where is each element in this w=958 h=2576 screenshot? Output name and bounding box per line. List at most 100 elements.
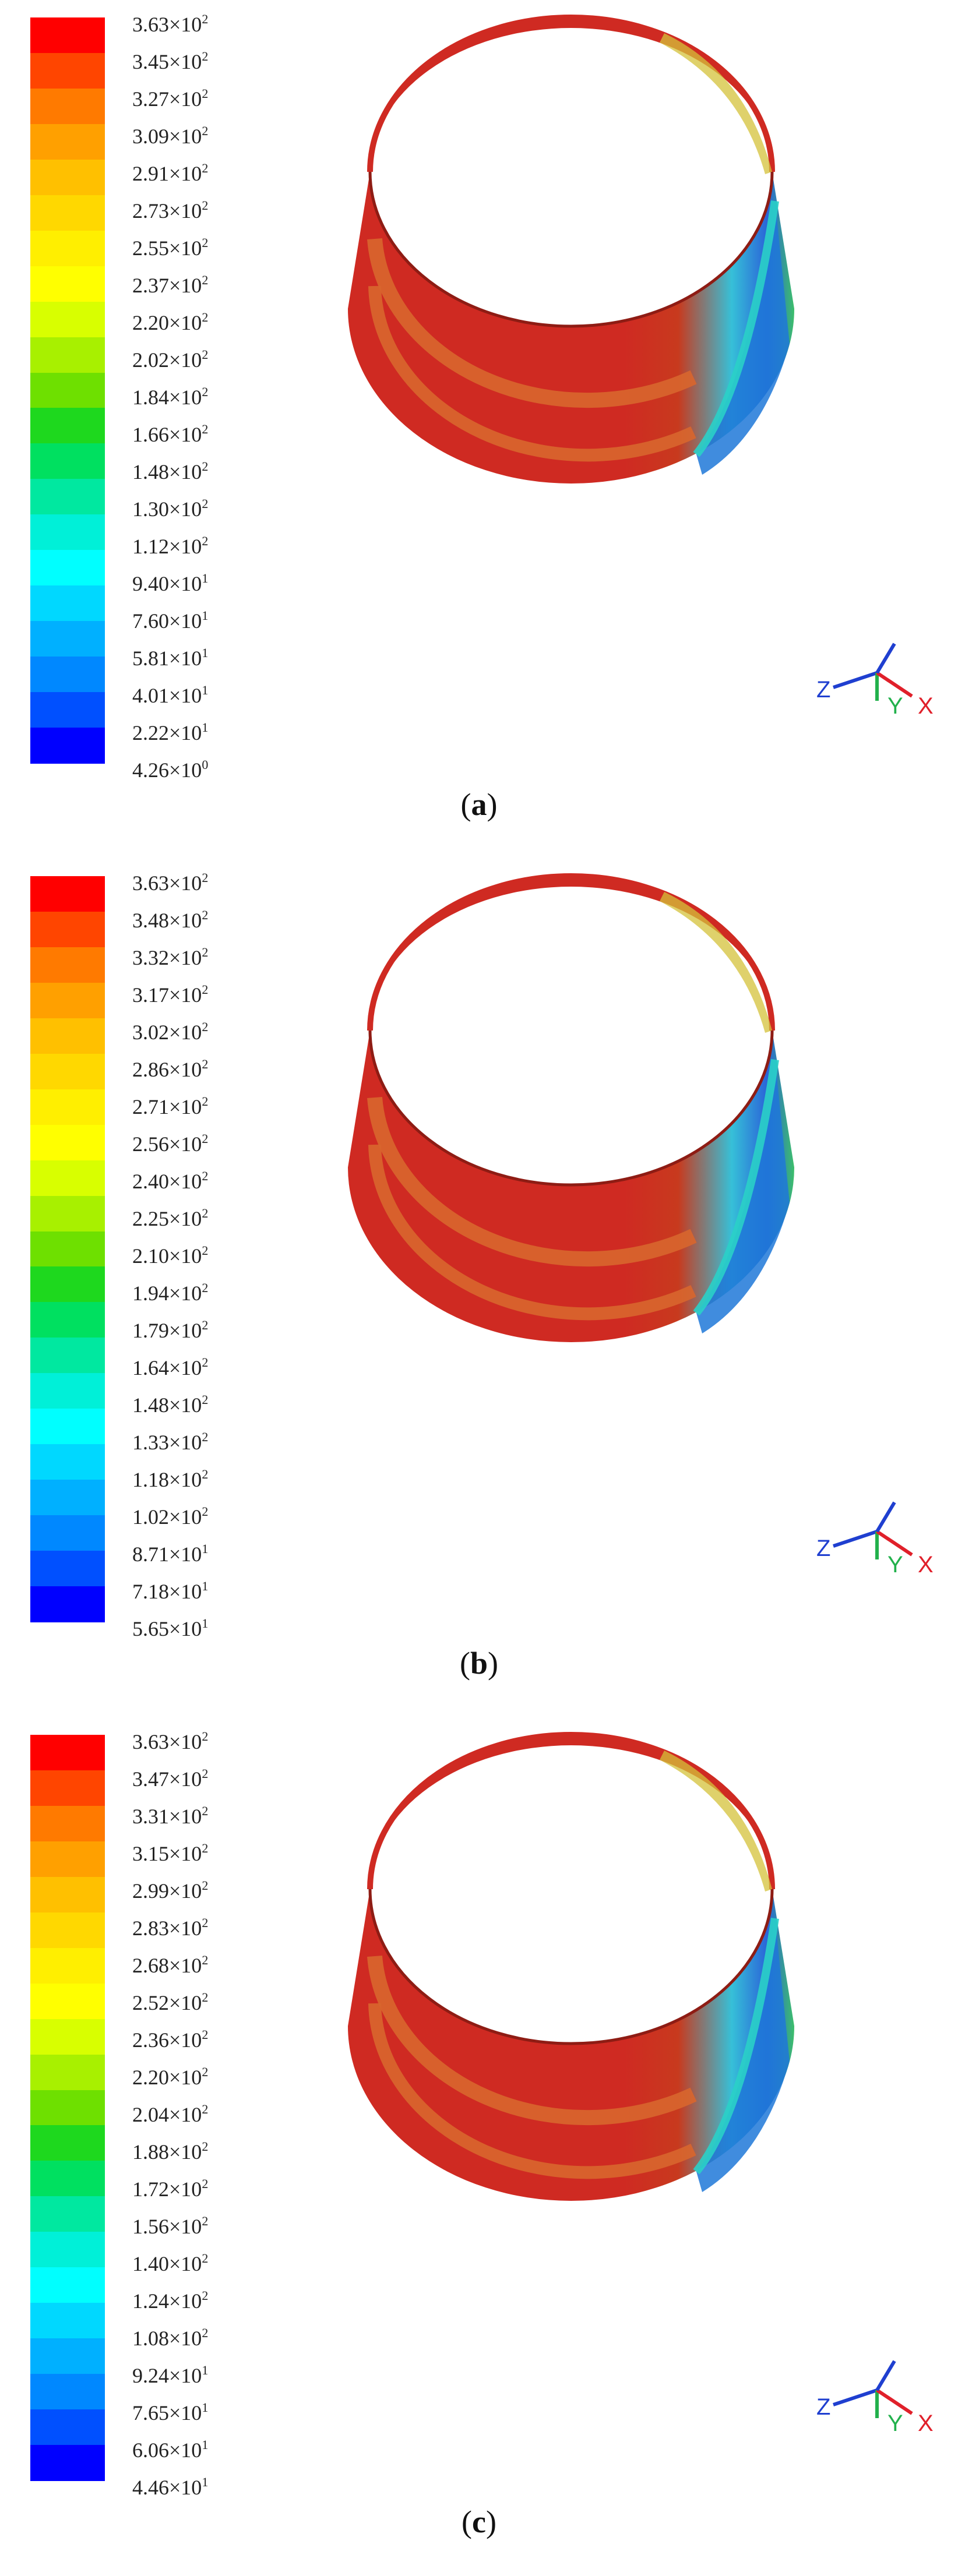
- legend-swatch: [30, 692, 105, 729]
- legend-tick-label: 9.40×101: [132, 571, 209, 595]
- legend-tick-label: 3.63×102: [132, 870, 209, 895]
- axis-label-z: Z: [816, 677, 830, 703]
- legend-swatch: [30, 514, 105, 551]
- legend-tick-label: 1.88×102: [132, 2139, 209, 2164]
- legend-tick-label: 7.60×101: [132, 608, 209, 633]
- legend-swatch: [30, 1409, 105, 1445]
- legend-swatch: [30, 2090, 105, 2126]
- legend-tick-label: 3.45×102: [132, 49, 209, 73]
- axis-label-z: Z: [816, 1536, 830, 1561]
- legend-swatch: [30, 443, 105, 480]
- axis-x-line: [876, 1530, 913, 1557]
- legend-swatch: [30, 1770, 105, 1806]
- legend-swatch: [30, 159, 105, 196]
- legend-tick-label: 3.15×102: [132, 1841, 209, 1865]
- legend-swatch: [30, 2019, 105, 2055]
- legend-tick-label: 1.84×102: [132, 384, 209, 409]
- color-legend: 3.63×102 3.48×102 3.32×102 3.17×102 3.02×102…: [30, 870, 263, 1639]
- legend-swatch: [30, 1735, 105, 1771]
- legend-tick-label: 2.10×102: [132, 1243, 209, 1268]
- ring-stripe: [368, 285, 696, 462]
- legend-swatch: [30, 408, 105, 444]
- legend-tick-label: 1.94×102: [132, 1280, 209, 1305]
- legend-tick-label: 2.68×102: [132, 1953, 209, 1977]
- ring-back-wall: [367, 15, 775, 172]
- ring-front-rim: [368, 1030, 774, 1187]
- axis-z-line: [833, 671, 878, 689]
- legend-swatch: [30, 1805, 105, 1842]
- legend-swatch: [30, 1302, 105, 1339]
- ring-contour-model: [256, 0, 886, 781]
- legend-tick-label: 2.86×102: [132, 1057, 209, 1081]
- legend-tick-label: 1.79×102: [132, 1318, 209, 1342]
- ring-back-wall: [367, 873, 775, 1031]
- legend-swatch: [30, 1841, 105, 1878]
- axis-label-z: Z: [816, 2394, 830, 2420]
- ring-back-streaks: [660, 1751, 772, 1892]
- legend-tick-label: 2.20×102: [132, 2065, 209, 2089]
- legend-swatch: [30, 52, 105, 89]
- legend-swatch: [30, 266, 105, 302]
- axis-x-line: [876, 671, 913, 698]
- axis-label-y: Y: [887, 693, 903, 719]
- ring-cold-zone-edge: [693, 1917, 779, 2175]
- legend-tick-label: 2.83×102: [132, 1915, 209, 1940]
- legend-swatch: [30, 301, 105, 338]
- legend-swatch: [30, 1338, 105, 1374]
- axis-up-line: [875, 2360, 896, 2391]
- legend-swatch: [30, 1947, 105, 1984]
- legend-swatch: [30, 1089, 105, 1125]
- legend-tick-label: 1.33×102: [132, 1430, 209, 1454]
- ring-contour-model: [256, 859, 886, 1639]
- legend-swatch: [30, 1195, 105, 1232]
- ring-back-surface: [370, 17, 772, 172]
- panel-caption: (b): [459, 1646, 498, 1681]
- legend-swatch: [30, 2445, 105, 2481]
- legend-tick-label: 2.25×102: [132, 1206, 209, 1230]
- legend-tick-label: 1.08×102: [132, 2326, 209, 2350]
- axis-label-x: X: [918, 693, 934, 719]
- legend-tick-label: 4.46×101: [132, 2475, 209, 2499]
- legend-tick-label: 5.65×101: [132, 1616, 209, 1640]
- legend-swatch: [30, 1586, 105, 1622]
- legend-tick-label: 8.71×101: [132, 1541, 209, 1566]
- legend-tick-label: 3.63×102: [132, 12, 209, 36]
- legend-tick-label: 1.48×102: [132, 1392, 209, 1417]
- legend-tick-label: 2.02×102: [132, 347, 209, 372]
- legend-swatch: [30, 728, 105, 764]
- legend-tick-label: 2.04×102: [132, 2102, 209, 2126]
- legend-tick-label: 3.02×102: [132, 1019, 209, 1044]
- legend-swatch: [30, 876, 105, 912]
- legend-tick-label: 1.30×102: [132, 496, 209, 521]
- legend-tick-label: 1.12×102: [132, 534, 209, 558]
- legend-tick-label: 2.36×102: [132, 2027, 209, 2052]
- legend-swatch: [30, 1444, 105, 1481]
- legend-tick-label: 5.81×101: [132, 645, 209, 670]
- legend-tick-label: 1.48×102: [132, 459, 209, 484]
- legend-swatch: [30, 2409, 105, 2446]
- axis-up-line: [875, 643, 896, 674]
- legend-swatch: [30, 1515, 105, 1552]
- axis-label-x: X: [918, 2411, 934, 2436]
- legend-swatch: [30, 2196, 105, 2233]
- figure-panel: 3.63×102 3.47×102 3.31×102 3.15×102 2.99×102…: [0, 1717, 958, 2576]
- legend-tick-label: 1.64×102: [132, 1355, 209, 1379]
- ring-back-streaks: [660, 892, 772, 1033]
- legend-swatch: [30, 1266, 105, 1303]
- axis-label-y: Y: [887, 2411, 903, 2436]
- legend-swatch: [30, 2125, 105, 2162]
- legend-swatch: [30, 372, 105, 409]
- legend-tick-label: 2.52×102: [132, 1990, 209, 2014]
- axis-z-line: [833, 1530, 878, 1548]
- legend-swatch: [30, 1983, 105, 2020]
- ring-back-surface: [370, 876, 772, 1031]
- legend-swatch: [30, 1480, 105, 1516]
- ring-contour-model: [256, 1717, 886, 2498]
- legend-swatch: [30, 479, 105, 516]
- axis-up-line: [875, 1501, 896, 1533]
- legend-tick-label: 3.31×102: [132, 1804, 209, 1828]
- figure-panel: 3.63×102 3.48×102 3.32×102 3.17×102 3.02×102…: [0, 859, 958, 1717]
- legend-swatch: [30, 337, 105, 373]
- legend-swatch: [30, 657, 105, 693]
